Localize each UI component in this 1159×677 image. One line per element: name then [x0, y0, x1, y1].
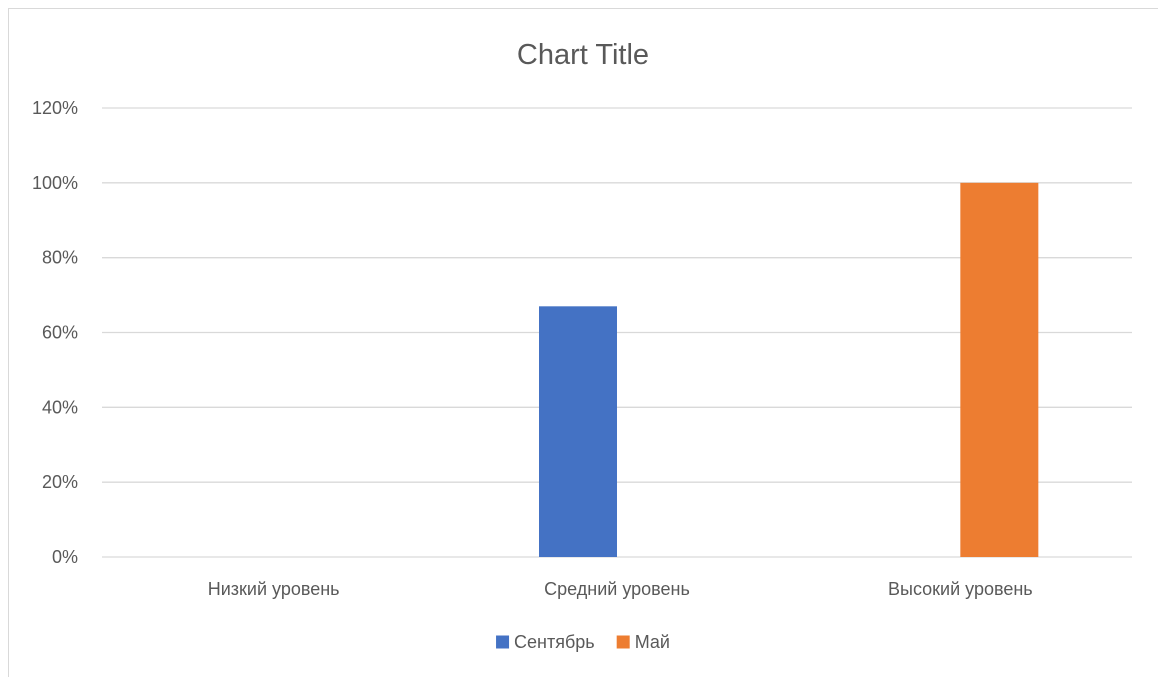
y-axis-ticks: 0% 20% 40% 60% 80% 100% 120% [32, 98, 78, 567]
legend-label: Сентябрь [514, 632, 595, 652]
x-category-label: Средний уровень [544, 579, 690, 599]
y-tick-label: 0% [52, 547, 78, 567]
y-tick-label: 20% [42, 472, 78, 492]
legend-label: Май [635, 632, 670, 652]
bars [539, 182, 1039, 558]
y-tick-label: 40% [42, 397, 78, 417]
x-category-label: Низкий уровень [208, 579, 340, 599]
y-tick-label: 100% [32, 173, 78, 193]
x-axis-categories: Низкий уровень Средний уровень Высокий уро… [208, 579, 1033, 599]
legend: Сентябрь Май [496, 632, 670, 652]
legend-swatch [616, 635, 630, 649]
bar-1-2 [960, 182, 1039, 558]
y-tick-label: 80% [42, 248, 78, 268]
y-tick-label: 120% [32, 98, 78, 118]
legend-swatch [496, 635, 510, 649]
bar-0-1 [539, 306, 617, 557]
x-category-label: Высокий уровень [888, 579, 1033, 599]
chart-title: Chart Title [517, 39, 649, 71]
y-tick-label: 60% [42, 323, 78, 343]
legend-item: Май [616, 632, 670, 652]
legend-item: Сентябрь [496, 632, 595, 652]
